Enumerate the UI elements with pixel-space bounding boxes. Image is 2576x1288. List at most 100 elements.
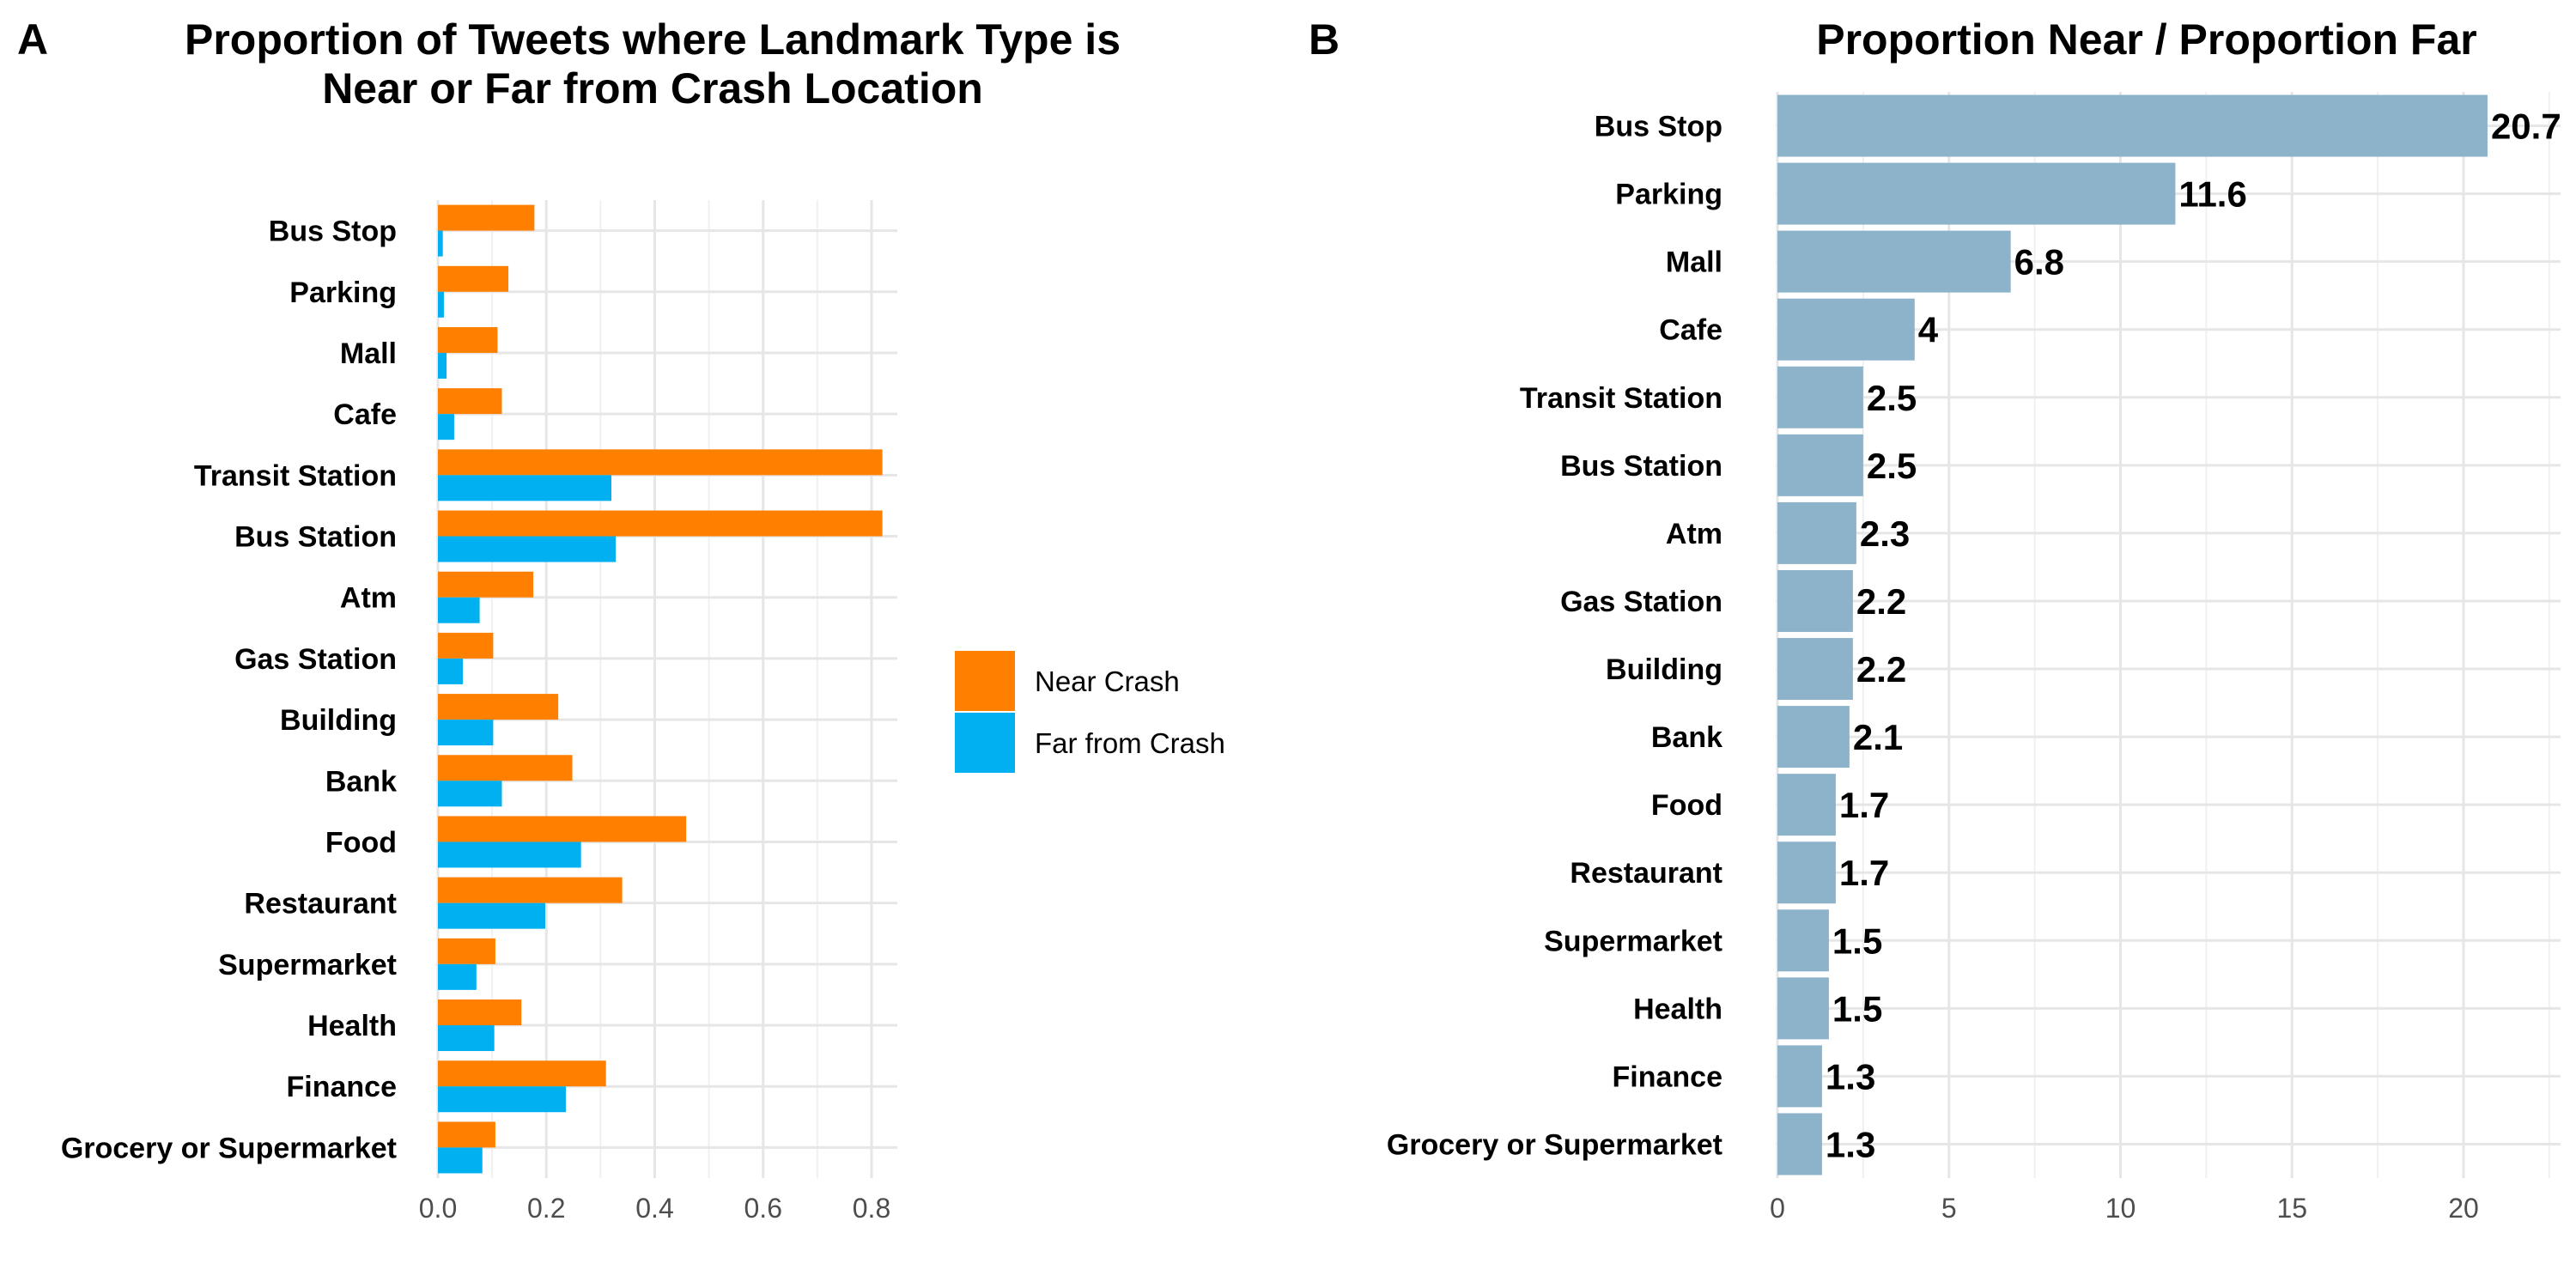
bar-far-from-crash [438, 841, 581, 868]
panel-a-title-line-2: Near or Far from Crash Location [322, 64, 983, 112]
bar-value-label: 20.7 [2491, 106, 2561, 147]
bar-ratio [1777, 706, 1850, 769]
category-label: Parking [1615, 179, 1722, 211]
bar-far-from-crash [438, 963, 477, 990]
category-label: Bus Stop [269, 216, 397, 248]
x-tick-label: 0.0 [419, 1193, 457, 1224]
bar-value-label: 1.7 [1839, 853, 1889, 893]
bar-far-from-crash [438, 414, 454, 440]
bar-ratio [1777, 501, 1856, 564]
category-label: Supermarket [1544, 925, 1722, 957]
bar-ratio [1777, 230, 2011, 293]
bar-value-label: 4 [1918, 310, 1939, 350]
category-label: Mall [1666, 246, 1722, 279]
x-tick-label: 0.6 [744, 1193, 782, 1224]
category-label: Bus Stop [1595, 111, 1722, 143]
category-label: Atm [1666, 518, 1722, 550]
bar-value-label: 1.5 [1832, 988, 1882, 1029]
bar-far-from-crash [438, 658, 464, 684]
category-label: Finance [287, 1071, 397, 1103]
bar-ratio [1777, 977, 1829, 1040]
category-label: Bus Station [1560, 450, 1722, 483]
category-label: Building [280, 704, 397, 737]
bar-value-label: 11.6 [2178, 174, 2246, 215]
category-label: Building [1606, 653, 1722, 686]
panel-a-legend: Near Crash Far from Crash [955, 651, 1225, 773]
bar-near-crash [438, 510, 883, 537]
category-label: Health [1633, 993, 1722, 1025]
category-label: Bank [1651, 721, 1722, 754]
category-label: Grocery or Supermarket [61, 1132, 397, 1164]
bar-ratio [1777, 1045, 1822, 1108]
panel-a-plot: Bus Stop Parking Mall Cafe Transit Station Bu… [61, 200, 897, 1224]
category-label: Finance [1613, 1060, 1722, 1093]
category-label: Transit Station [194, 459, 397, 492]
bar-value-label: 2.1 [1853, 717, 1903, 757]
bar-ratio [1777, 366, 1863, 428]
x-tick-label: 10 [2105, 1193, 2136, 1224]
bar-near-crash [438, 449, 883, 476]
bar-far-from-crash [438, 1025, 495, 1052]
category-label: Atm [340, 582, 397, 615]
x-tick-label: 20 [2448, 1193, 2479, 1224]
bar-near-crash [438, 755, 573, 781]
category-label: Food [1651, 789, 1722, 822]
bar-value-label: 2.3 [1860, 513, 1910, 554]
legend-swatch [955, 713, 1015, 773]
x-tick-label: 0.2 [527, 1193, 565, 1224]
bar-ratio [1777, 162, 2176, 225]
bar-far-from-crash [438, 1086, 566, 1113]
bar-far-from-crash [438, 902, 545, 929]
bar-far-from-crash [438, 291, 444, 318]
bar-ratio [1777, 569, 1853, 632]
bar-far-from-crash [438, 1147, 483, 1174]
x-tick-label: 0.8 [853, 1193, 890, 1224]
bar-near-crash [438, 571, 534, 598]
bar-ratio [1777, 434, 1863, 496]
bar-near-crash [438, 265, 509, 292]
bar-value-label: 2.5 [1867, 446, 1917, 486]
bar-near-crash [438, 999, 522, 1026]
bar-ratio [1777, 94, 2488, 157]
category-label: Gas Station [1560, 586, 1722, 618]
bar-far-from-crash [438, 720, 494, 746]
bar-ratio [1777, 638, 1853, 701]
bar-near-crash [438, 877, 623, 903]
bar-near-crash [438, 1060, 606, 1087]
bar-far-from-crash [438, 352, 447, 379]
bar-far-from-crash [438, 536, 617, 562]
category-label: Health [307, 1010, 397, 1042]
bar-value-label: 1.7 [1839, 785, 1889, 825]
bar-near-crash [438, 326, 498, 353]
bar-far-from-crash [438, 597, 480, 623]
bar-far-from-crash [438, 230, 443, 257]
category-label: Parking [289, 276, 397, 309]
category-label: Grocery or Supermarket [1387, 1128, 1722, 1161]
category-label: Mall [340, 337, 397, 370]
x-tick-label: 5 [1941, 1193, 1957, 1224]
category-label: Restaurant [244, 888, 397, 920]
category-label: Food [325, 826, 397, 859]
bar-near-crash [438, 694, 559, 720]
bar-far-from-crash [438, 781, 502, 807]
bar-ratio [1777, 909, 1829, 972]
bar-value-label: 2.2 [1856, 649, 1906, 690]
bar-value-label: 2.5 [1867, 378, 1917, 418]
bar-ratio [1777, 841, 1836, 904]
bar-ratio [1777, 298, 1915, 361]
x-tick-label: 15 [2276, 1193, 2307, 1224]
bar-value-label: 1.3 [1826, 1124, 1875, 1164]
category-label: Cafe [1659, 314, 1722, 347]
bar-near-crash [438, 816, 687, 842]
category-label: Gas Station [234, 643, 397, 676]
panel-a-title-line-1: Proportion of Tweets where Landmark Type… [185, 15, 1121, 64]
bar-value-label: 6.8 [2014, 242, 2064, 283]
panel-b-title: Proportion Near / Proportion Far [1816, 15, 2476, 64]
bar-near-crash [438, 388, 502, 415]
bar-near-crash [438, 1121, 495, 1148]
legend-label: Far from Crash [1035, 727, 1225, 759]
bar-near-crash [438, 938, 495, 964]
category-label: Restaurant [1570, 857, 1722, 890]
legend-swatch [955, 651, 1015, 711]
